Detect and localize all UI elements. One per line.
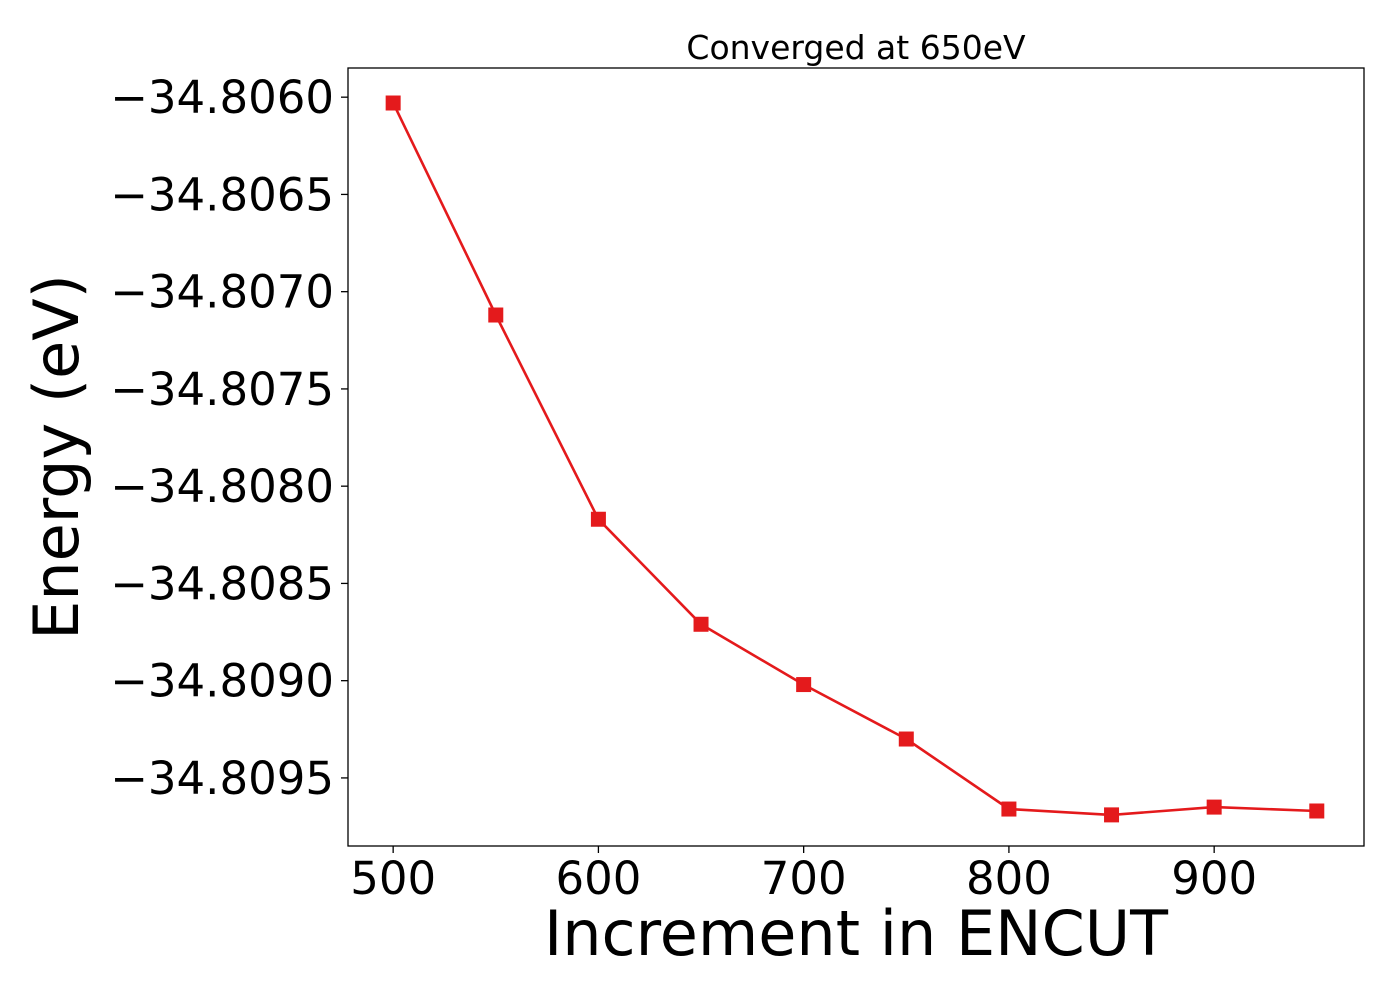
- data-point-marker: [385, 95, 401, 111]
- data-series: [385, 95, 1325, 823]
- y-tick-label: −34.8070: [110, 266, 334, 319]
- y-tick-label: −34.8090: [110, 655, 334, 708]
- data-point-marker: [488, 307, 504, 323]
- y-tick-label: −34.8065: [110, 168, 334, 221]
- series-line: [392, 102, 1317, 817]
- data-point-marker: [898, 731, 914, 747]
- axis-ticks: 500 600 700 800 900 −34.8060 −34.8065 −34.8070 −…: [110, 71, 1257, 905]
- data-point-marker: [590, 511, 606, 527]
- y-tick-label: −34.8060: [110, 71, 334, 124]
- data-point-marker: [1206, 799, 1222, 815]
- y-tick-label: −34.8075: [110, 363, 334, 416]
- data-point-marker: [693, 616, 709, 632]
- y-axis-label: Energy (eV): [20, 274, 93, 640]
- data-point-marker: [1104, 807, 1120, 823]
- plot-area-frame: [347, 67, 1365, 847]
- x-tick-label: 800: [966, 852, 1052, 905]
- x-tick-label: 700: [761, 852, 847, 905]
- y-tick-label: −34.8085: [110, 557, 334, 610]
- chart-title: Converged at 650eV: [686, 28, 1026, 67]
- data-point-marker: [1309, 803, 1325, 819]
- x-tick-label: 600: [555, 852, 641, 905]
- data-point-marker: [1001, 801, 1017, 817]
- x-tick-label: 500: [350, 852, 436, 905]
- data-point-marker: [796, 677, 812, 693]
- x-tick-label: 900: [1171, 852, 1257, 905]
- y-tick-label: −34.8080: [110, 460, 334, 513]
- y-tick-label: −34.8095: [110, 752, 334, 805]
- x-axis-label: Increment in ENCUT: [544, 897, 1169, 970]
